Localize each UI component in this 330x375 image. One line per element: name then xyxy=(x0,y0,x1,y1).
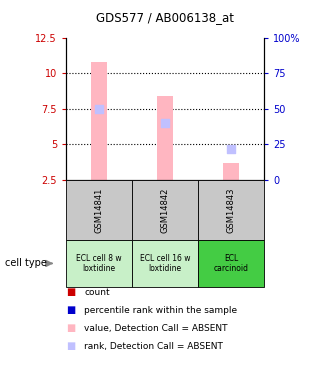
Text: rank, Detection Call = ABSENT: rank, Detection Call = ABSENT xyxy=(84,342,223,351)
Bar xyxy=(66,180,132,240)
Point xyxy=(96,106,102,112)
Text: percentile rank within the sample: percentile rank within the sample xyxy=(84,306,237,315)
Text: ■: ■ xyxy=(66,342,75,351)
Bar xyxy=(157,96,173,180)
Text: count: count xyxy=(84,288,110,297)
Text: ECL cell 8 w
loxtidine: ECL cell 8 w loxtidine xyxy=(76,254,122,273)
Text: ■: ■ xyxy=(66,324,75,333)
Text: GSM14841: GSM14841 xyxy=(94,188,104,232)
Bar xyxy=(132,180,198,240)
Text: GSM14842: GSM14842 xyxy=(160,188,170,232)
Bar xyxy=(132,240,198,287)
Text: GDS577 / AB006138_at: GDS577 / AB006138_at xyxy=(96,11,234,24)
Text: cell type: cell type xyxy=(5,258,47,268)
Point xyxy=(228,146,234,152)
Text: ECL cell 16 w
loxtidine: ECL cell 16 w loxtidine xyxy=(140,254,190,273)
Text: ■: ■ xyxy=(66,306,75,315)
Text: ECL
carcinoid: ECL carcinoid xyxy=(214,254,248,273)
Text: ■: ■ xyxy=(66,288,75,297)
Point xyxy=(162,120,168,126)
Bar xyxy=(223,163,239,180)
Text: value, Detection Call = ABSENT: value, Detection Call = ABSENT xyxy=(84,324,228,333)
Bar xyxy=(198,240,264,287)
Bar xyxy=(91,62,107,180)
Bar xyxy=(198,180,264,240)
Text: GSM14843: GSM14843 xyxy=(226,187,236,233)
Bar xyxy=(66,240,132,287)
